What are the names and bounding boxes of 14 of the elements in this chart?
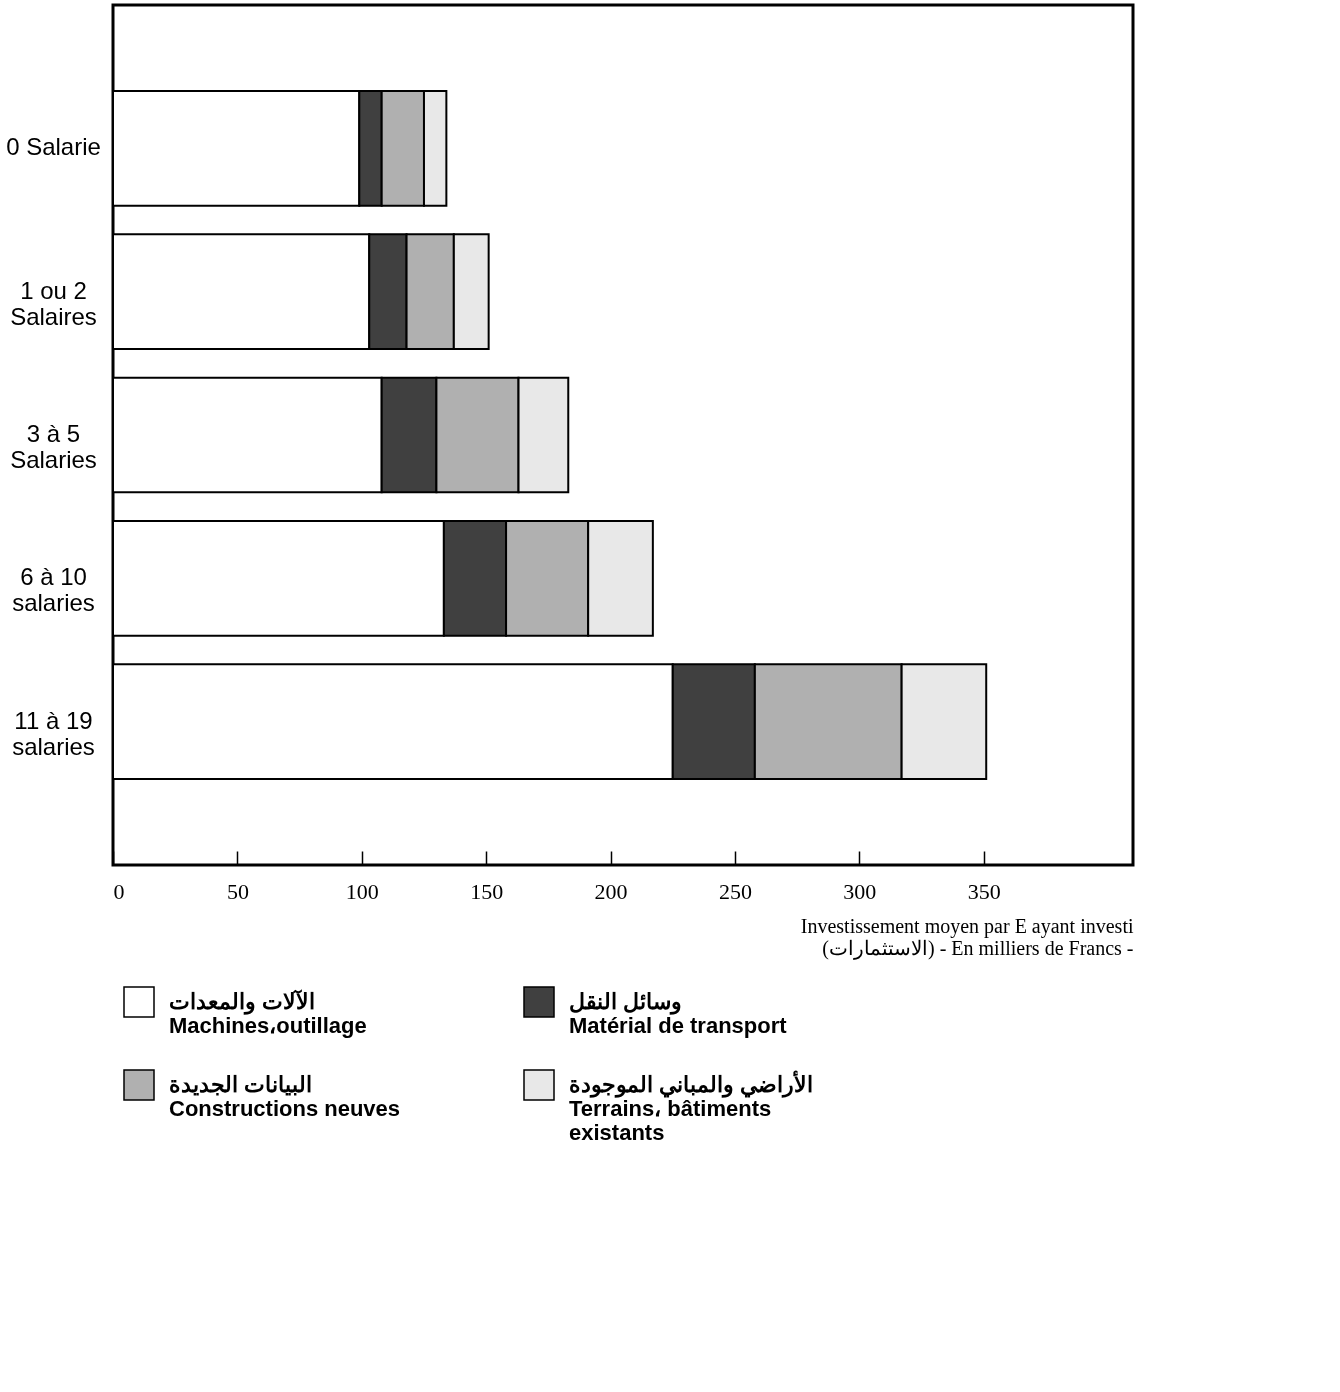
- y-tick-label: 3 à 5 Salaries: [10, 420, 97, 473]
- x-tick-label: 50: [226, 878, 249, 904]
- y-tick-label: 6 à 10 salaries: [12, 563, 95, 617]
- x-tick-label: 100: [345, 878, 379, 904]
- y-tick-label: 11 à 19 salaries: [12, 706, 95, 760]
- x-tick-label: 300: [843, 878, 877, 904]
- y-tick-label: 0 Salarie: [6, 133, 101, 161]
- legend-label: الآلات والمعدات Machines،outillage: [169, 989, 367, 1038]
- x-tick-label: 150: [470, 878, 504, 904]
- x-tick-label: 0: [113, 878, 125, 904]
- y-tick-label: 1 ou 2 Salaires: [10, 276, 97, 330]
- x-tick-label: 250: [718, 878, 752, 904]
- x-tick-label: 350: [967, 878, 1001, 904]
- x-tick-label: 200: [594, 878, 628, 904]
